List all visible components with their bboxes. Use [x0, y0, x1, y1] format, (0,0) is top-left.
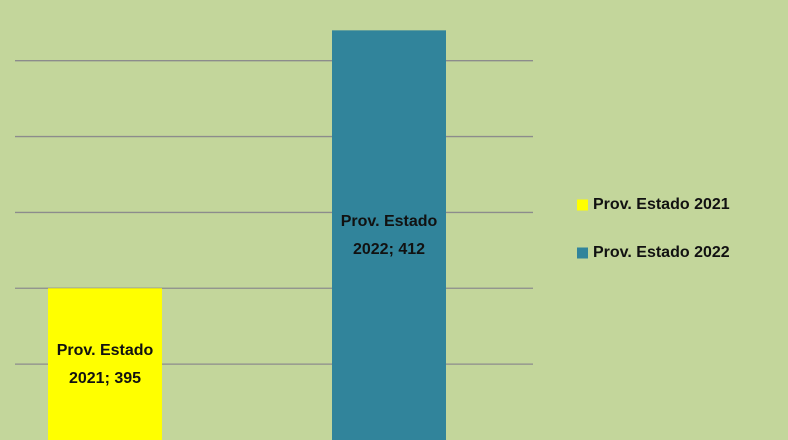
bar	[332, 30, 446, 440]
legend-label: Prov. Estado 2022	[593, 244, 730, 261]
legend-swatch	[577, 199, 588, 211]
bar	[48, 288, 162, 440]
legend-swatch	[577, 247, 588, 259]
data-label: Prov. Estado 2022; 412	[340, 213, 438, 259]
data-label: Prov. Estado 2021; 395	[56, 342, 154, 388]
legend-label: Prov. Estado 2021	[593, 196, 730, 213]
